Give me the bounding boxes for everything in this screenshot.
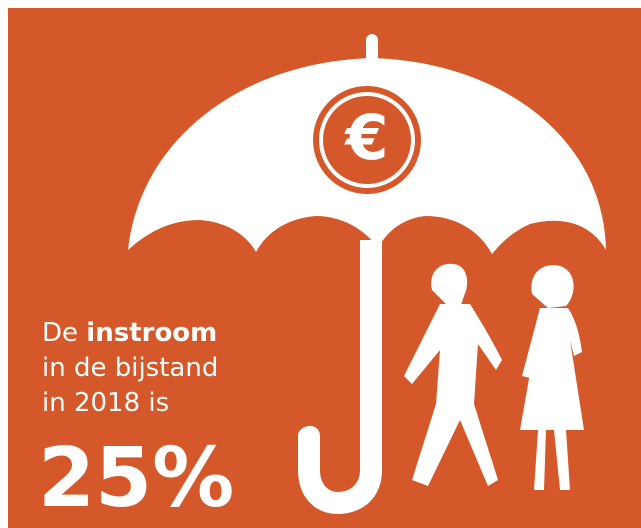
euro-symbol: € — [343, 101, 388, 174]
headline-plain: De — [42, 318, 78, 348]
headline-bold: instroom — [86, 318, 217, 348]
headline-line1: De instroom — [42, 318, 217, 348]
headline-line3: in 2018 is — [42, 388, 169, 418]
woman — [520, 265, 584, 490]
coin-ring — [319, 92, 415, 188]
headline-line2: in de bijstand — [42, 353, 218, 383]
man — [404, 263, 502, 486]
coin — [313, 86, 421, 194]
figure: 25% — [38, 431, 234, 526]
